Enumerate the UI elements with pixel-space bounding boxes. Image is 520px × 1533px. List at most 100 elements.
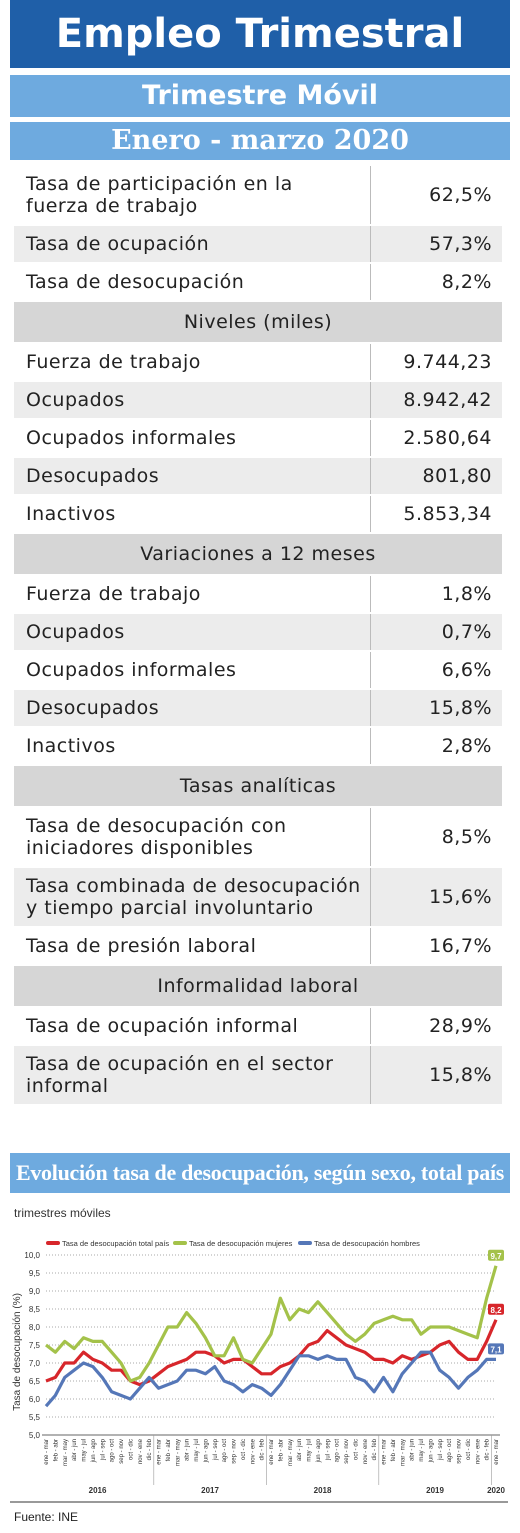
x-tick-label: ago - oct bbox=[110, 1439, 116, 1463]
x-tick-label: jul - sep bbox=[325, 1438, 331, 1461]
x-tick-label: sep - nov bbox=[344, 1439, 350, 1464]
x-tick-label: feb - abr bbox=[166, 1439, 172, 1461]
row-label: Tasa de ocupación en el sector informal bbox=[14, 1046, 371, 1104]
x-tick-label: ago - oct bbox=[335, 1439, 341, 1463]
table-row: Ocupados 0,7% bbox=[14, 614, 502, 650]
x-tick-label: jun - ago bbox=[203, 1438, 209, 1463]
table-row: Ocupados informales 2.580,64 bbox=[14, 420, 502, 456]
x-tick-label: ene - mar bbox=[382, 1439, 388, 1465]
x-tick-label: mar - may bbox=[288, 1439, 294, 1466]
table-row: Tasa de presión laboral 16,7% bbox=[14, 928, 502, 964]
x-tick-label: sep - nov bbox=[119, 1439, 125, 1464]
x-tick-label: dic - feb bbox=[260, 1438, 266, 1460]
row-label: Ocupados informales bbox=[14, 652, 371, 688]
legend-label: Tasa de desocupación mujeres bbox=[189, 1239, 293, 1248]
year-label: 2019 bbox=[426, 1486, 444, 1495]
row-label: Tasa de ocupación informal bbox=[14, 1008, 371, 1044]
y-tick-label: 8,5 bbox=[29, 1305, 41, 1314]
x-tick-label: ene - mar bbox=[157, 1439, 163, 1465]
indicator-table: Tasa de participación en la fuerza de tr… bbox=[14, 166, 502, 1106]
row-label: Desocupados bbox=[14, 690, 371, 726]
x-tick-label: nov - ene bbox=[138, 1438, 144, 1464]
row-value: 15,8% bbox=[429, 1064, 492, 1086]
table-row: Fuerza de trabajo 1,8% bbox=[14, 576, 502, 612]
x-tick-label: jul - sep bbox=[438, 1438, 444, 1461]
x-tick-label: ene - mar bbox=[44, 1439, 50, 1465]
legend-label: Tasa de desocupación total país bbox=[62, 1239, 169, 1248]
row-label: Desocupados bbox=[14, 458, 371, 494]
row-value: 8,2% bbox=[441, 271, 492, 293]
row-value: 15,8% bbox=[429, 697, 492, 719]
x-tick-label: abr - jun bbox=[72, 1439, 78, 1461]
x-tick-label: mar - may bbox=[175, 1439, 181, 1466]
row-label: Ocupados informales bbox=[14, 420, 371, 456]
row-label: Inactivos bbox=[14, 728, 371, 764]
x-tick-label: jul - sep bbox=[213, 1438, 219, 1461]
x-tick-label: ene - mar bbox=[269, 1439, 275, 1465]
y-axis-label: Tasa de desocupación (%) bbox=[12, 1293, 23, 1411]
table-row: Fuerza de trabajo 9.744,23 bbox=[14, 344, 502, 380]
table-row: Tasa de ocupación en el sector informal 1… bbox=[14, 1046, 502, 1104]
value-label: 8,2 bbox=[490, 1306, 502, 1315]
x-tick-label: may - jul bbox=[82, 1439, 88, 1462]
row-value: 801,80 bbox=[422, 465, 492, 487]
table-row: Inactivos 2,8% bbox=[14, 728, 502, 764]
x-tick-label: sep - nov bbox=[457, 1439, 463, 1464]
row-value: 28,9% bbox=[429, 1015, 492, 1037]
legend-label: Tasa de desocupación hombres bbox=[314, 1239, 420, 1248]
row-label: Ocupados bbox=[14, 614, 371, 650]
x-tick-label: nov - ene bbox=[363, 1438, 369, 1464]
y-tick-label: 7,5 bbox=[29, 1341, 41, 1350]
x-tick-label: may - jul bbox=[307, 1439, 313, 1462]
table-row: Tasa combinada de desocupación y tiempo … bbox=[14, 868, 502, 926]
y-tick-label: 6,5 bbox=[29, 1377, 41, 1386]
row-value: 8,5% bbox=[441, 826, 492, 848]
row-value: 15,6% bbox=[429, 886, 492, 908]
chart-title: Evolución tasa de desocupación, según se… bbox=[10, 1153, 510, 1193]
x-tick-label: ene - mar bbox=[494, 1439, 500, 1465]
row-value: 5.853,34 bbox=[403, 503, 492, 525]
x-tick-label: may - jul bbox=[194, 1439, 200, 1462]
x-tick-label: nov - ene bbox=[250, 1438, 256, 1464]
x-tick-label: mar - may bbox=[400, 1439, 406, 1466]
row-label: Tasa combinada de desocupación y tiempo … bbox=[14, 868, 371, 926]
table-row: Tasa de desocupación 8,2% bbox=[14, 264, 502, 300]
row-label: Fuerza de trabajo bbox=[14, 344, 371, 380]
table-row: Desocupados 15,8% bbox=[14, 690, 502, 726]
row-label: Tasa de ocupación bbox=[14, 226, 371, 262]
series-line bbox=[44, 1350, 496, 1408]
row-value: 2.580,64 bbox=[403, 427, 492, 449]
row-value: 8.942,42 bbox=[403, 389, 492, 411]
row-label: Tasa de participación en la fuerza de tr… bbox=[14, 166, 371, 224]
chart: trimestres móviles Tasa de desocupación … bbox=[10, 1206, 508, 1524]
row-label: Tasa de desocupación con iniciadores dis… bbox=[14, 808, 371, 866]
value-label-badge bbox=[488, 1343, 504, 1355]
x-tick-label: abr - jun bbox=[185, 1439, 191, 1461]
section-heading: Niveles (miles) bbox=[14, 302, 502, 342]
x-tick-label: feb - abr bbox=[391, 1439, 397, 1461]
year-label: 2018 bbox=[314, 1486, 332, 1495]
table-row: Tasa de desocupación con iniciadores dis… bbox=[14, 808, 502, 866]
y-tick-label: 6,0 bbox=[29, 1395, 41, 1404]
table-row: Tasa de ocupación 57,3% bbox=[14, 226, 502, 262]
section-heading: Informalidad laboral bbox=[14, 966, 502, 1006]
row-label: Tasa de presión laboral bbox=[14, 928, 371, 964]
row-value: 57,3% bbox=[429, 233, 492, 255]
chart-subtitle: trimestres móviles bbox=[14, 1206, 111, 1220]
x-tick-label: nov - ene bbox=[475, 1438, 481, 1464]
row-label: Ocupados bbox=[14, 382, 371, 418]
row-value: 1,8% bbox=[441, 583, 492, 605]
year-label: 2016 bbox=[89, 1486, 107, 1495]
y-tick-label: 5,5 bbox=[29, 1413, 41, 1422]
y-tick-label: 9,5 bbox=[29, 1269, 41, 1278]
x-tick-label: oct - dic bbox=[466, 1439, 472, 1460]
x-tick-label: ago - oct bbox=[222, 1439, 228, 1463]
x-tick-label: oct - dic bbox=[241, 1439, 247, 1460]
year-label: 2017 bbox=[201, 1486, 219, 1495]
x-tick-label: abr - jun bbox=[410, 1439, 416, 1461]
y-tick-label: 5,0 bbox=[29, 1431, 41, 1440]
subtitle: Trimestre Móvil bbox=[10, 75, 510, 117]
y-tick-label: 7,0 bbox=[29, 1359, 41, 1368]
table-row: Ocupados 8.942,42 bbox=[14, 382, 502, 418]
